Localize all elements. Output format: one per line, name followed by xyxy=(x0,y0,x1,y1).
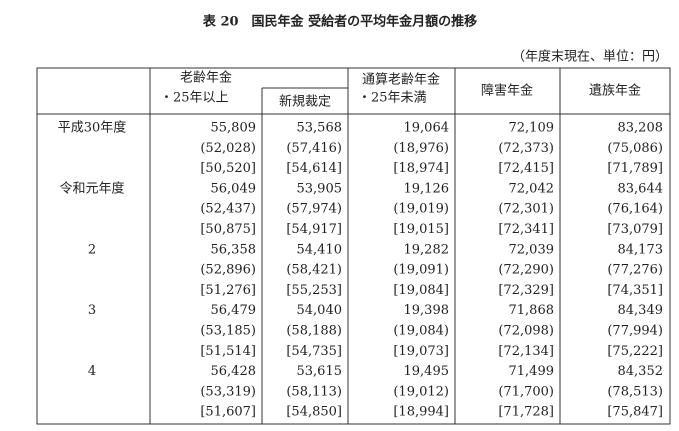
cell-value: [54,917] xyxy=(286,222,342,237)
cell-value: [72,341] xyxy=(498,222,554,237)
cell-value: [19,015] xyxy=(393,222,449,237)
unit-note: （年度末現在、単位：円） xyxy=(512,49,668,65)
cell-value: (72,098) xyxy=(498,324,554,339)
cell-value: [75,847] xyxy=(607,405,663,420)
cell-value: (18,976) xyxy=(393,141,449,156)
row-label: 3 xyxy=(88,303,96,318)
cell-value: (57,416) xyxy=(286,141,342,156)
cell-value: 56,358 xyxy=(211,242,257,257)
column-header: 新規裁定 xyxy=(279,94,331,110)
cell-value: [51,514] xyxy=(200,344,256,359)
cell-value: [74,351] xyxy=(607,283,663,298)
cell-value: [71,789] xyxy=(607,161,663,176)
column-header: ・25年以上 xyxy=(160,91,229,106)
cell-value: (19,012) xyxy=(393,384,449,399)
cell-value: (53,185) xyxy=(200,324,256,339)
cell-value: (19,084) xyxy=(393,324,449,339)
cell-value: [18,974] xyxy=(393,161,449,176)
cell-value: 54,410 xyxy=(297,242,343,257)
cell-value: 83,644 xyxy=(618,181,664,196)
title: 表 20 国民年金 受給者の平均年金月額の推移 xyxy=(202,14,477,30)
cell-value: [55,253] xyxy=(286,283,342,298)
cell-value: (58,113) xyxy=(286,384,342,399)
cell-value: 71,868 xyxy=(509,303,555,318)
cell-value: [75,222] xyxy=(607,344,663,359)
cell-value: 84,173 xyxy=(618,242,664,257)
cell-value: 72,042 xyxy=(509,181,555,196)
cell-value: 84,352 xyxy=(618,364,664,379)
row-label: 令和元年度 xyxy=(59,180,124,196)
cell-value: (72,290) xyxy=(498,263,554,278)
cell-value: (77,994) xyxy=(607,324,663,339)
cell-value: [72,415] xyxy=(498,161,554,176)
cell-value: (19,091) xyxy=(393,263,449,278)
cell-value: 53,615 xyxy=(297,364,343,379)
cell-value: [50,520] xyxy=(200,161,256,176)
table-border xyxy=(36,67,671,425)
cell-value: 56,049 xyxy=(211,181,257,196)
column-header: ・25年未満 xyxy=(358,91,427,106)
cell-value: (75,086) xyxy=(607,141,663,156)
row-label: 2 xyxy=(88,242,96,257)
cell-value: [73,079] xyxy=(607,222,663,237)
cell-value: [18,994] xyxy=(393,405,449,420)
cell-value: [19,084] xyxy=(393,283,449,298)
cell-value: (76,164) xyxy=(607,202,663,217)
column-header: 障害年金 xyxy=(481,83,533,99)
cell-value: (53,319) xyxy=(200,384,256,399)
cell-value: (71,700) xyxy=(498,384,554,399)
column-header: 遺族年金 xyxy=(589,83,641,99)
cell-value: (58,421) xyxy=(286,263,342,278)
cell-value: [72,134] xyxy=(498,344,554,359)
cell-value: [71,728] xyxy=(498,405,554,420)
cell-value: 83,208 xyxy=(618,121,664,136)
cell-value: 56,428 xyxy=(211,364,257,379)
cell-value: [51,607] xyxy=(200,405,256,420)
cell-value: (78,513) xyxy=(607,384,663,399)
cell-value: (58,188) xyxy=(286,324,342,339)
row-label: 平成30年度 xyxy=(58,120,127,136)
cell-value: 54,040 xyxy=(297,303,343,318)
cell-value: 19,126 xyxy=(404,181,450,196)
cell-value: 19,064 xyxy=(404,121,450,136)
column-header: 老齢年金 xyxy=(180,70,232,86)
cell-value: (52,028) xyxy=(200,141,256,156)
cell-value: 19,282 xyxy=(404,242,450,257)
cell-value: (19,019) xyxy=(393,202,449,217)
cell-value: [19,073] xyxy=(393,344,449,359)
column-header: 通算老齢年金 xyxy=(362,72,440,88)
cell-value: [54,850] xyxy=(286,405,342,420)
row-label: 4 xyxy=(88,364,96,379)
cell-value: (52,437) xyxy=(200,202,256,217)
cell-value: [51,276] xyxy=(200,283,256,298)
cell-value: 72,039 xyxy=(509,242,555,257)
cell-value: (77,276) xyxy=(607,263,663,278)
cell-value: [50,875] xyxy=(200,222,256,237)
cell-value: 56,479 xyxy=(211,303,257,318)
cell-value: (52,896) xyxy=(200,263,256,278)
cell-value: 19,495 xyxy=(404,364,450,379)
cell-value: (72,301) xyxy=(498,202,554,217)
cell-value: [54,735] xyxy=(286,344,342,359)
cell-value: [72,329] xyxy=(498,283,554,298)
cell-value: (57,974) xyxy=(286,202,342,217)
cell-value: 71,499 xyxy=(509,364,555,379)
cell-value: 19,398 xyxy=(404,303,450,318)
cell-value: 53,568 xyxy=(297,121,343,136)
cell-value: [54,614] xyxy=(286,161,342,176)
cell-value: 55,809 xyxy=(211,121,257,136)
cell-value: 72,109 xyxy=(509,121,555,136)
cell-value: 84,349 xyxy=(618,303,664,318)
cell-value: 53,905 xyxy=(297,181,343,196)
cell-value: (72,373) xyxy=(498,141,554,156)
